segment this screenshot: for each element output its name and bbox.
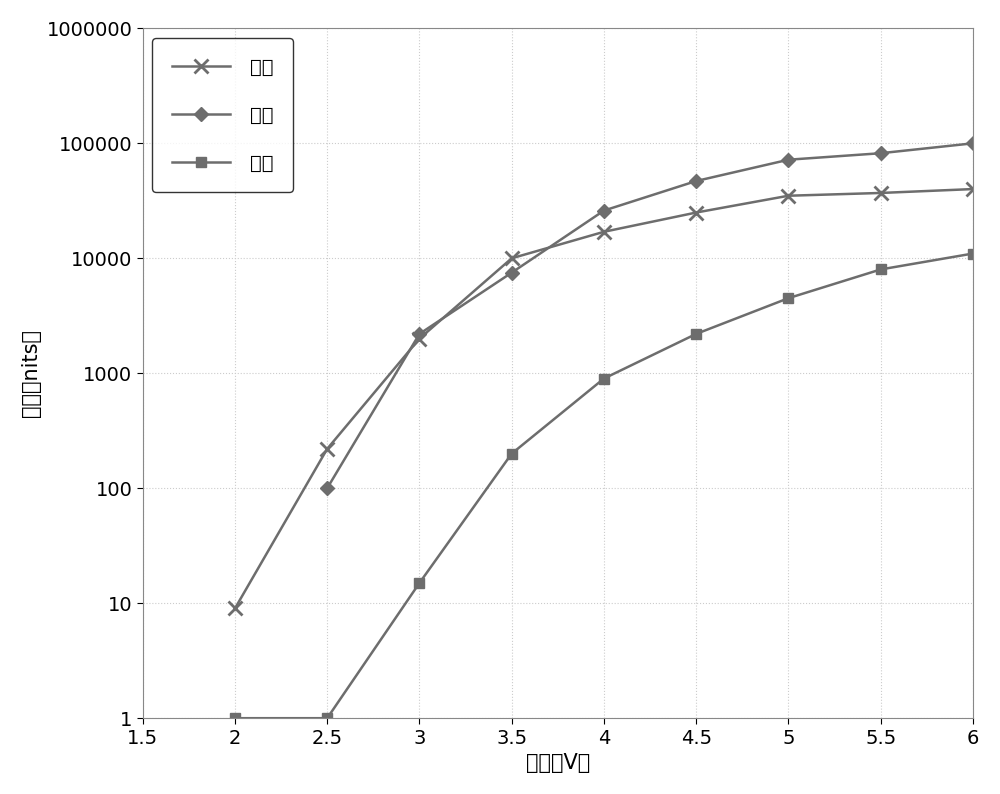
蓝色: [875, 264, 887, 274]
Legend: 红色, 绿色, 蓝色: 红色, 绿色, 蓝色: [152, 38, 293, 192]
红色: [506, 253, 518, 263]
绿色: [413, 330, 425, 339]
红色: [598, 227, 610, 237]
Line: 蓝色: 蓝色: [230, 249, 978, 723]
红色: [967, 184, 979, 194]
红色: [782, 191, 794, 201]
绿色: [782, 155, 794, 164]
蓝色: [782, 294, 794, 303]
红色: [229, 603, 241, 613]
蓝色: [321, 714, 333, 723]
蓝色: [413, 578, 425, 588]
红色: [413, 334, 425, 344]
Line: 绿色: 绿色: [322, 138, 978, 493]
绿色: [690, 176, 702, 186]
绿色: [506, 268, 518, 277]
蓝色: [506, 449, 518, 458]
红色: [875, 188, 887, 198]
红色: [690, 208, 702, 218]
红色: [321, 444, 333, 453]
蓝色: [598, 374, 610, 384]
绿色: [598, 206, 610, 215]
蓝色: [690, 330, 702, 339]
蓝色: [229, 714, 241, 723]
Y-axis label: 亮度（nits）: 亮度（nits）: [21, 330, 41, 418]
蓝色: [967, 249, 979, 258]
Line: 红色: 红色: [228, 182, 980, 615]
绿色: [967, 138, 979, 148]
X-axis label: 电压（V）: 电压（V）: [526, 754, 590, 773]
绿色: [875, 148, 887, 158]
绿色: [321, 484, 333, 493]
